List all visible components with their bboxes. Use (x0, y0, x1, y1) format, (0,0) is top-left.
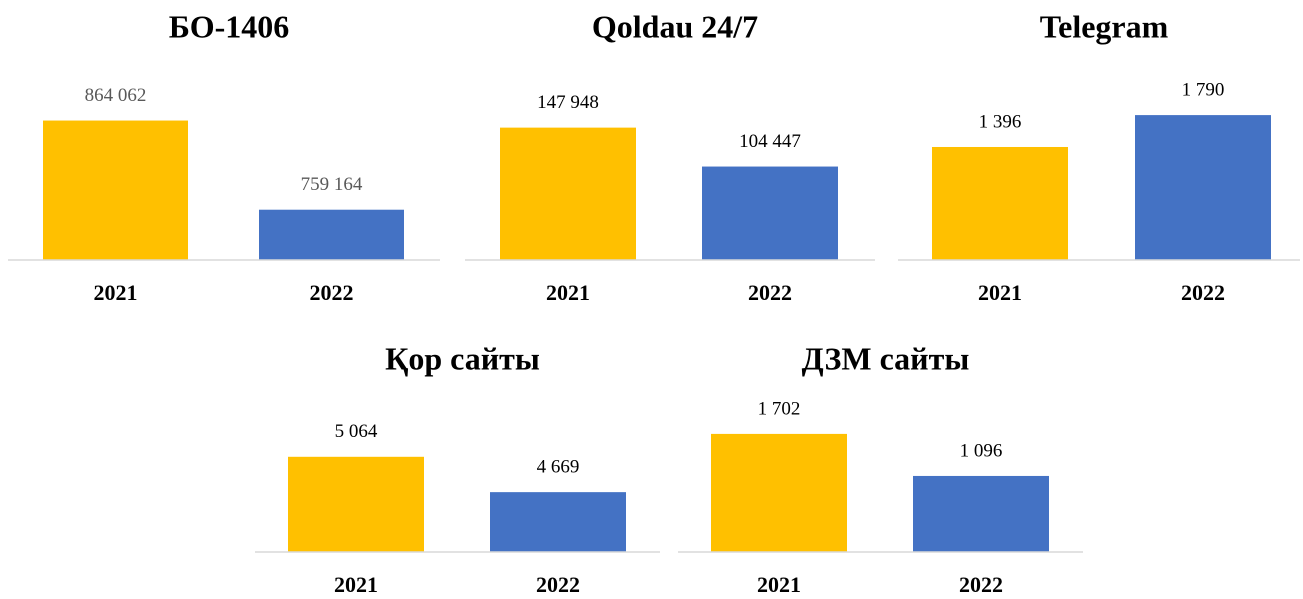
bar (43, 120, 188, 260)
x-tick-label: 2021 (757, 572, 801, 597)
x-tick-label: 2021 (978, 280, 1022, 305)
chart-title: ДЗМ сайты (802, 340, 970, 376)
value-label: 5 064 (335, 421, 378, 442)
bar (288, 456, 424, 552)
bar (702, 166, 838, 260)
bar (913, 475, 1049, 552)
x-tick-label: 2021 (94, 280, 138, 305)
bar (932, 146, 1068, 260)
bar (711, 433, 847, 552)
x-tick-label: 2022 (310, 280, 354, 305)
bar (259, 209, 404, 260)
x-tick-label: 2022 (748, 280, 792, 305)
value-label: 1 702 (758, 398, 801, 419)
x-tick-label: 2021 (546, 280, 590, 305)
chart-title: БО-1406 (169, 8, 289, 44)
x-tick-label: 2022 (536, 572, 580, 597)
x-tick-label: 2022 (959, 572, 1003, 597)
value-label: 1 790 (1182, 79, 1225, 100)
chart-title: Қор сайты (385, 340, 540, 376)
bar (500, 127, 636, 260)
value-label: 147 948 (537, 92, 599, 113)
chart-title: Telegram (1040, 8, 1169, 44)
value-label: 759 164 (301, 174, 363, 195)
value-label: 1 096 (960, 440, 1003, 461)
value-label: 4 669 (537, 457, 580, 478)
value-label: 1 396 (979, 111, 1022, 132)
bar (1135, 115, 1271, 260)
bar (490, 492, 626, 552)
chart-title: Qoldau 24/7 (592, 8, 758, 44)
x-tick-label: 2021 (334, 572, 378, 597)
value-label: 104 447 (739, 131, 801, 152)
x-tick-label: 2022 (1181, 280, 1225, 305)
value-label: 864 062 (85, 85, 147, 106)
